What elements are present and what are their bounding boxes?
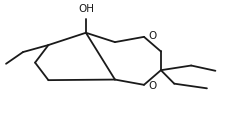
- Text: O: O: [149, 81, 157, 91]
- Text: O: O: [149, 31, 157, 41]
- Text: OH: OH: [78, 4, 94, 14]
